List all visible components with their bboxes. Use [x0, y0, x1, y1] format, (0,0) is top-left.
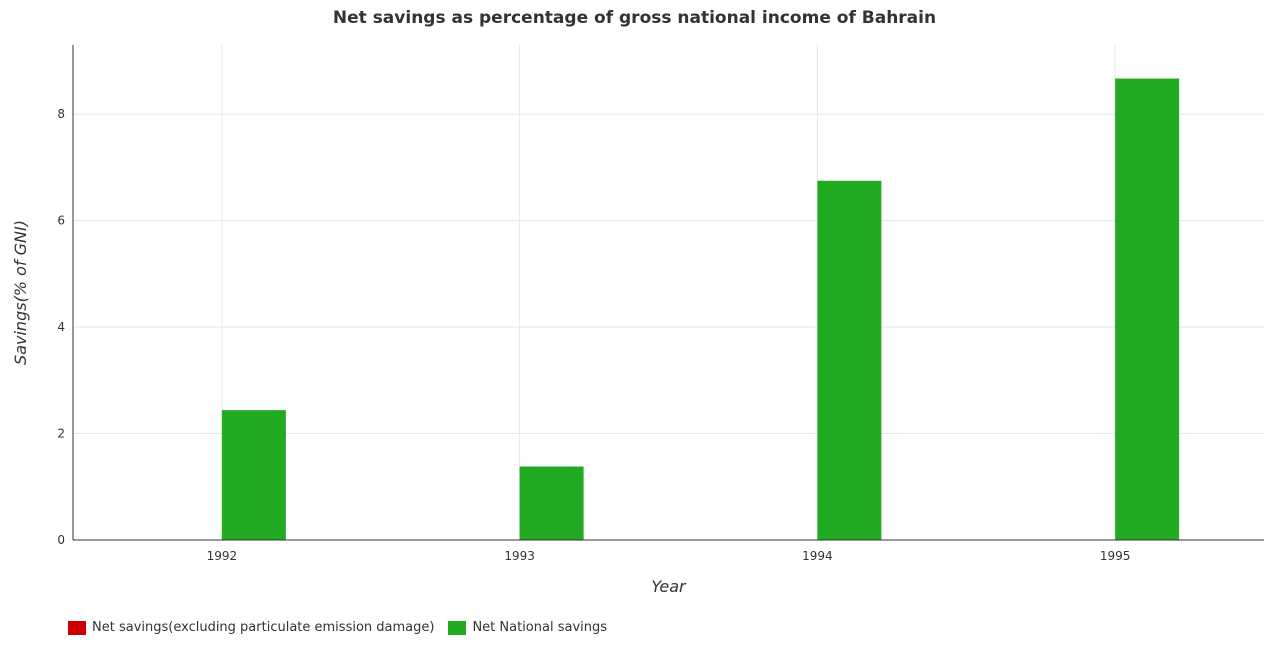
labels-layer: 0 2 4 6 8 1992 1993 1994 1995 Year Savings(% of GN…	[11, 107, 1130, 596]
y-tick-label: 0	[57, 533, 65, 547]
legend-swatch-series-1	[68, 620, 86, 635]
bar-net-national-savings	[519, 466, 584, 540]
bar-net-national-savings	[1115, 78, 1180, 540]
axes-layer	[72, 45, 1264, 541]
y-tick-label: 4	[57, 320, 65, 334]
x-axis-title: Year	[651, 577, 687, 596]
legend: Net savings(excluding particulate emissi…	[68, 620, 621, 635]
y-axis-title: Savings(% of GNI)	[11, 220, 30, 365]
legend-swatch-series-2	[448, 620, 467, 635]
chart-title: Net savings as percentage of gross natio…	[332, 8, 937, 28]
legend-label-series-2: Net National savings	[472, 620, 608, 635]
x-tick-label: 1995	[1100, 549, 1131, 563]
y-tick-label: 2	[57, 427, 65, 441]
bars-layer	[221, 78, 1180, 540]
bar-net-national-savings	[817, 180, 882, 540]
y-tick-label: 8	[57, 107, 65, 121]
legend-label-series-1: Net savings(excluding particulate emissi…	[92, 620, 435, 635]
bar-net-national-savings	[221, 410, 286, 540]
x-tick-label: 1993	[504, 549, 535, 563]
x-tick-label: 1992	[207, 549, 238, 563]
legend-item-series-2: Net National savings	[448, 620, 607, 635]
x-tick-label: 1994	[802, 549, 833, 563]
y-tick-label: 6	[57, 214, 65, 228]
legend-item-series-1: Net savings(excluding particulate emissi…	[68, 620, 434, 635]
